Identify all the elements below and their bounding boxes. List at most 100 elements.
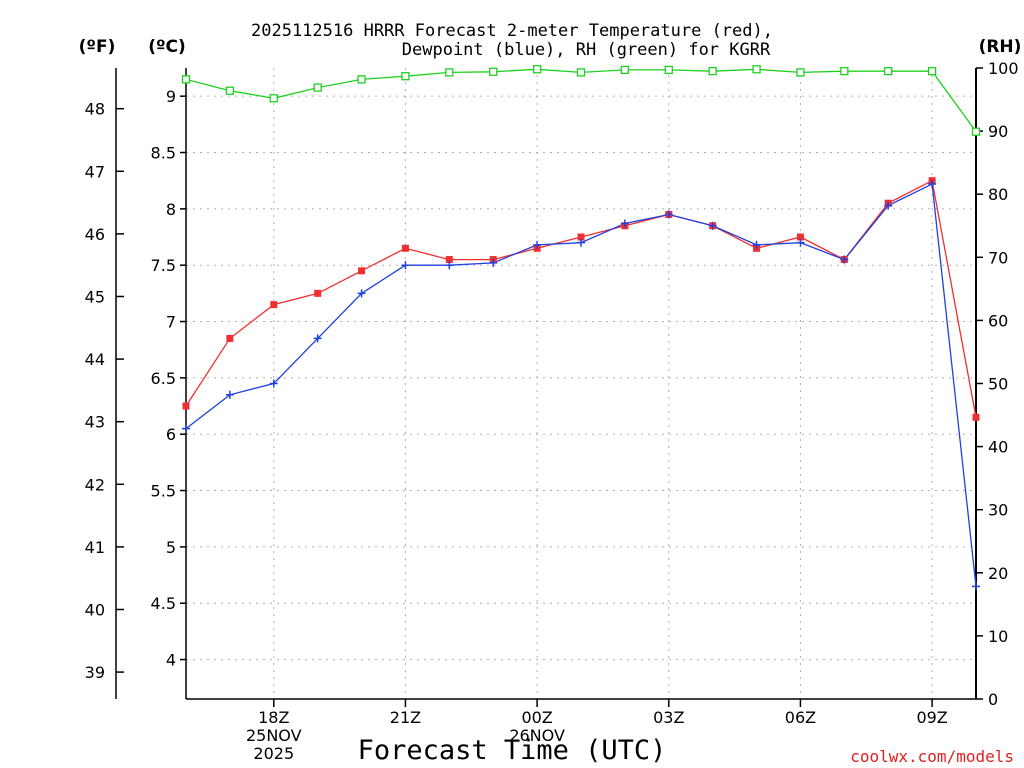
series-markers bbox=[181, 65, 981, 591]
dewpoint-point bbox=[533, 240, 542, 249]
x-date-label: 25NOV bbox=[246, 726, 302, 745]
rh-tick-label: 20 bbox=[988, 564, 1008, 583]
temperature-point bbox=[796, 233, 804, 241]
fahrenheit-axis-label: (ºF) bbox=[79, 37, 116, 57]
temperature-point bbox=[226, 334, 234, 342]
dewpoint-point bbox=[620, 219, 629, 228]
fahrenheit-tick-label: 43 bbox=[85, 413, 105, 432]
dewpoint-point bbox=[182, 424, 190, 433]
rh-point bbox=[489, 67, 498, 76]
temperature-point bbox=[972, 413, 980, 421]
fahrenheit-tick-label: 48 bbox=[85, 100, 105, 119]
rh-tick-label: 40 bbox=[988, 438, 1008, 457]
x-tick-label: 09Z bbox=[916, 708, 947, 727]
fahrenheit-tick-label: 47 bbox=[85, 162, 105, 181]
x-tick-label: 03Z bbox=[653, 708, 684, 727]
fahrenheit-tick-label: 41 bbox=[85, 538, 105, 557]
fahrenheit-tick-label: 40 bbox=[85, 600, 105, 619]
celsius-axis-label: (ºC) bbox=[148, 37, 186, 57]
gridlines bbox=[186, 68, 976, 699]
fahrenheit-tick-label: 39 bbox=[85, 663, 105, 682]
temperature-point bbox=[358, 267, 366, 275]
celsius-tick-label: 8 bbox=[166, 200, 176, 219]
fahrenheit-tick-label: 44 bbox=[85, 350, 105, 369]
rh-tick-label: 0 bbox=[988, 690, 998, 709]
rh-point bbox=[752, 65, 761, 74]
rh-point bbox=[708, 67, 717, 76]
dewpoint-point bbox=[445, 261, 454, 270]
fahrenheit-tick-label: 45 bbox=[85, 287, 105, 306]
celsius-tick-label: 7.5 bbox=[151, 256, 176, 275]
dewpoint-point bbox=[708, 221, 717, 230]
rh-tick-label: 90 bbox=[988, 122, 1008, 141]
rh-point bbox=[971, 127, 981, 136]
temperature-point bbox=[270, 301, 278, 309]
celsius-tick-label: 5 bbox=[166, 538, 176, 557]
rh-point bbox=[840, 67, 849, 76]
rh-line bbox=[185, 68, 977, 133]
dewpoint-point bbox=[225, 390, 234, 399]
rh-tick-label: 70 bbox=[988, 248, 1008, 267]
rh-point bbox=[401, 72, 410, 81]
dewpoint-point bbox=[796, 238, 805, 247]
celsius-tick-label: 4.5 bbox=[151, 594, 176, 613]
celsius-tick-label: 6.5 bbox=[151, 369, 176, 388]
x-year-label: 2025 bbox=[253, 744, 294, 763]
rh-tick-label: 80 bbox=[988, 185, 1008, 204]
dewpoint-point bbox=[972, 582, 980, 591]
dewpoint-point bbox=[313, 334, 322, 343]
x-tick-label: 00Z bbox=[521, 708, 552, 727]
dewpoint-point bbox=[884, 201, 893, 210]
rh-tick-label: 50 bbox=[988, 375, 1008, 394]
celsius-tick-label: 7 bbox=[166, 313, 176, 332]
x-axis-label: Forecast Time (UTC) bbox=[358, 735, 667, 766]
rh-tick-label: 60 bbox=[988, 311, 1008, 330]
temperature-point bbox=[401, 244, 409, 252]
rh-tick-label: 100 bbox=[988, 59, 1019, 78]
fahrenheit-tick-label: 46 bbox=[85, 225, 105, 244]
dewpoint-point bbox=[664, 210, 673, 219]
rh-point bbox=[357, 75, 366, 84]
x-tick-label: 21Z bbox=[390, 708, 421, 727]
rh-point bbox=[269, 94, 278, 103]
rh-point bbox=[664, 65, 673, 75]
x-tick-label: 18Z bbox=[258, 708, 289, 727]
temperature-point bbox=[314, 289, 322, 297]
tick-labels: 4 4.5 5 5.5 6 6.5 7 7.5 8 8.5 9 18Z 21Z 00Z 03Z 06Z 09Z 2… bbox=[85, 59, 1019, 763]
rh-point bbox=[532, 65, 542, 74]
dewpoint-point bbox=[928, 180, 937, 189]
dewpoint-point bbox=[752, 240, 761, 249]
celsius-tick-label: 8.5 bbox=[151, 144, 176, 163]
celsius-tick-label: 4 bbox=[166, 651, 176, 670]
rh-point bbox=[796, 68, 805, 77]
celsius-tick-label: 9 bbox=[166, 87, 176, 106]
dewpoint-point bbox=[357, 289, 366, 298]
rh-tick-label: 30 bbox=[988, 501, 1008, 520]
dewpoint-point bbox=[269, 379, 278, 388]
dewpoint-point bbox=[577, 238, 585, 247]
temperature-line bbox=[185, 179, 977, 418]
rh-axis-label: (RH) bbox=[979, 37, 1022, 57]
celsius-tick-label: 6 bbox=[166, 425, 176, 444]
rh-point bbox=[576, 68, 586, 77]
rh-tick-label: 10 bbox=[988, 627, 1008, 646]
celsius-tick-label: 5.5 bbox=[151, 482, 176, 501]
x-tick-label: 06Z bbox=[785, 708, 816, 727]
chart-title: 2025112516 HRRR Forecast 2-meter Tempera… bbox=[251, 21, 773, 41]
rh-point bbox=[884, 67, 893, 76]
series-lines bbox=[185, 68, 977, 587]
temperature-point bbox=[577, 233, 585, 241]
chart-subtitle: Dewpoint (blue), RH (green) for KGRR bbox=[402, 40, 771, 60]
rh-point bbox=[225, 86, 235, 95]
dewpoint-point bbox=[840, 255, 849, 264]
rh-point bbox=[927, 67, 937, 76]
dewpoint-point bbox=[489, 258, 498, 267]
temperature-point bbox=[445, 256, 453, 264]
axes bbox=[115, 67, 983, 707]
credit-text: coolwx.com/models bbox=[850, 747, 1014, 766]
fahrenheit-tick-label: 42 bbox=[85, 475, 105, 494]
rh-point bbox=[445, 68, 454, 77]
rh-point bbox=[313, 83, 322, 92]
temperature-point bbox=[182, 402, 190, 410]
